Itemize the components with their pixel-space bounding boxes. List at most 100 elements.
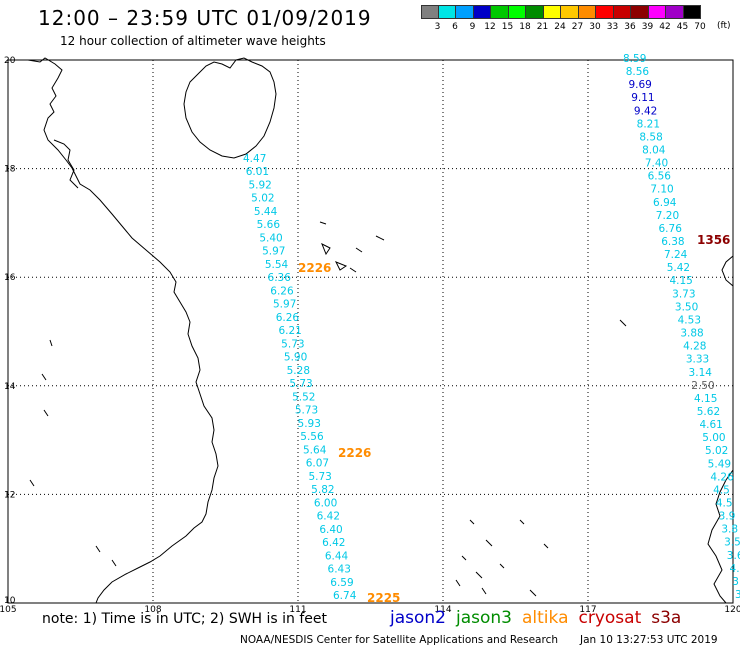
longitude-labels: 105 108 111 114 117 120 — [0, 605, 740, 615]
scale-swatch — [543, 5, 561, 19]
scale-tick-label: 70 — [694, 22, 706, 32]
pass-number-label: 2225 — [367, 591, 400, 605]
satellite-legend-item: cryosat — [578, 608, 642, 628]
wave-height-obs: 6.40 — [319, 524, 342, 536]
wave-height-obs: 3.8 — [721, 524, 738, 536]
wave-height-obs: 7.40 — [645, 158, 668, 170]
satellite-legend: jason2 jason3 altika cryosat s3a — [390, 608, 691, 628]
wave-height-obs: 6.56 — [648, 171, 672, 183]
cryosat-west-track: 4.476.015.925.025.445.665.405.975.546.36… — [243, 153, 357, 602]
scale-tick-label: 18 — [519, 22, 531, 32]
scale-swatch — [438, 5, 456, 19]
wave-height-obs: 6.94 — [653, 197, 677, 209]
footnote: note: 1) Time is in UTC; 2) SWH is in fe… — [42, 611, 328, 627]
wave-height-obs: 6.26 — [270, 285, 294, 297]
wave-height-obs: 6.07 — [306, 458, 329, 470]
wave-height-obs: 5.73 — [281, 338, 304, 350]
wave-height-obs: 6.42 — [317, 511, 340, 523]
wave-height-obs: 3.88 — [680, 328, 703, 340]
wave-height-obs: 4.28 — [683, 341, 706, 353]
wave-height-obs: 5.97 — [262, 246, 285, 258]
wave-height-obs: 5.02 — [705, 445, 728, 457]
scale-swatch — [683, 5, 701, 19]
color-scale-legend — [421, 5, 701, 19]
wave-height-obs: 8.21 — [637, 118, 660, 130]
wave-height-obs: 7.24 — [664, 249, 688, 261]
scale-tick-label: 33 — [606, 22, 619, 32]
scale-tick-label: 12 — [484, 22, 496, 32]
wave-height-obs: 3.6 — [727, 550, 740, 562]
wave-height-obs: 3.33 — [686, 354, 709, 366]
longitude-label: 111 — [289, 605, 306, 615]
hainan-island — [183, 57, 277, 159]
scale-tick-label: 21 — [536, 22, 549, 32]
wave-height-obs: 4.53 — [678, 314, 701, 326]
coastline — [27, 57, 734, 604]
wave-height-obs: 5.54 — [265, 259, 289, 271]
satellite-legend-item: s3a — [651, 608, 682, 628]
scale-tick-label: 15 — [501, 22, 514, 32]
pass-number-labels: 2226 2226 2225 1356 — [298, 233, 730, 605]
wave-height-obs: 5.90 — [284, 352, 307, 364]
wave-height-obs: 8.59 — [623, 53, 646, 65]
wave-height-obs: 5.92 — [248, 179, 271, 191]
wave-height-obs: 5.49 — [708, 458, 731, 470]
scale-tick-label: 42 — [659, 22, 671, 32]
scale-swatch — [491, 5, 509, 19]
wave-height-obs: 5.44 — [254, 206, 278, 218]
scale-swatch — [456, 5, 474, 19]
map-subtitle: 12 hour collection of altimeter wave hei… — [60, 34, 326, 48]
scale-swatch — [526, 5, 544, 19]
scale-unit: (ft) — [717, 21, 731, 31]
wave-height-obs: 6.00 — [314, 497, 337, 509]
wave-height-obs: 6.38 — [661, 236, 684, 248]
wave-height-obs: 9.11 — [631, 92, 654, 104]
scale-swatch — [666, 5, 684, 19]
wave-height-obs: 5.40 — [259, 232, 282, 244]
longitude-label: 117 — [579, 605, 596, 615]
wave-height-obs: 9.42 — [634, 105, 657, 117]
wave-height-obs: 4.15 — [694, 393, 717, 405]
wave-height-obs: 5.00 — [702, 432, 725, 444]
scale-tick-label: 3 — [434, 22, 441, 32]
wave-height-obs: 5.73 — [295, 405, 318, 417]
wave-height-obs: 2.50 — [691, 380, 714, 392]
satellite-legend-item: jason2 — [390, 608, 446, 628]
wave-height-obs: 3 — [732, 576, 739, 588]
wave-height-obs: 4.26 — [710, 471, 734, 483]
wave-height-obs: 5.62 — [697, 406, 720, 418]
latitude-label: 18 — [4, 165, 16, 175]
pass-number-label: 1356 — [697, 233, 730, 247]
wave-height-obs: 6.26 — [276, 312, 300, 324]
map-frame — [7, 59, 734, 604]
east-track: 8.598.569.699.119.428.218.58 8.047.406.56… — [623, 53, 740, 601]
generation-timestamp: Jan 10 13:27:53 UTC 2019 — [580, 634, 718, 646]
scale-tick-label: 39 — [641, 22, 654, 32]
wave-height-obs: 6.44 — [325, 550, 349, 562]
latitude-label: 20 — [4, 56, 16, 66]
scale-swatch — [473, 5, 491, 19]
latitude-label: 12 — [4, 490, 15, 500]
latitude-label: 16 — [4, 273, 16, 283]
wave-height-obs: 4.0 — [730, 563, 740, 575]
wave-height-obs: 5.02 — [251, 193, 274, 205]
wave-height-obs: 4.15 — [669, 275, 692, 287]
wave-height-obs: 6.42 — [322, 537, 345, 549]
wave-height-obs: 5.64 — [303, 444, 327, 456]
wave-height-obs: 8.56 — [626, 66, 650, 78]
wave-height-obs: 5.28 — [287, 365, 310, 377]
wave-height-obs: 3.73 — [672, 288, 695, 300]
longitude-label: 108 — [144, 605, 161, 615]
wave-height-obs: 6.74 — [333, 590, 357, 602]
scale-swatch — [613, 5, 631, 19]
scale-swatch — [648, 5, 666, 19]
scale-swatch — [508, 5, 526, 19]
scale-tick-label: 45 — [676, 22, 689, 32]
wave-height-obs: 4.5 — [716, 497, 733, 509]
latitude-label: 14 — [4, 382, 16, 392]
wave-height-obs: 6.21 — [278, 325, 301, 337]
wave-height-obs: 7.20 — [656, 210, 679, 222]
philippines-coast — [707, 255, 734, 604]
wave-height-obs: 6.76 — [659, 223, 683, 235]
